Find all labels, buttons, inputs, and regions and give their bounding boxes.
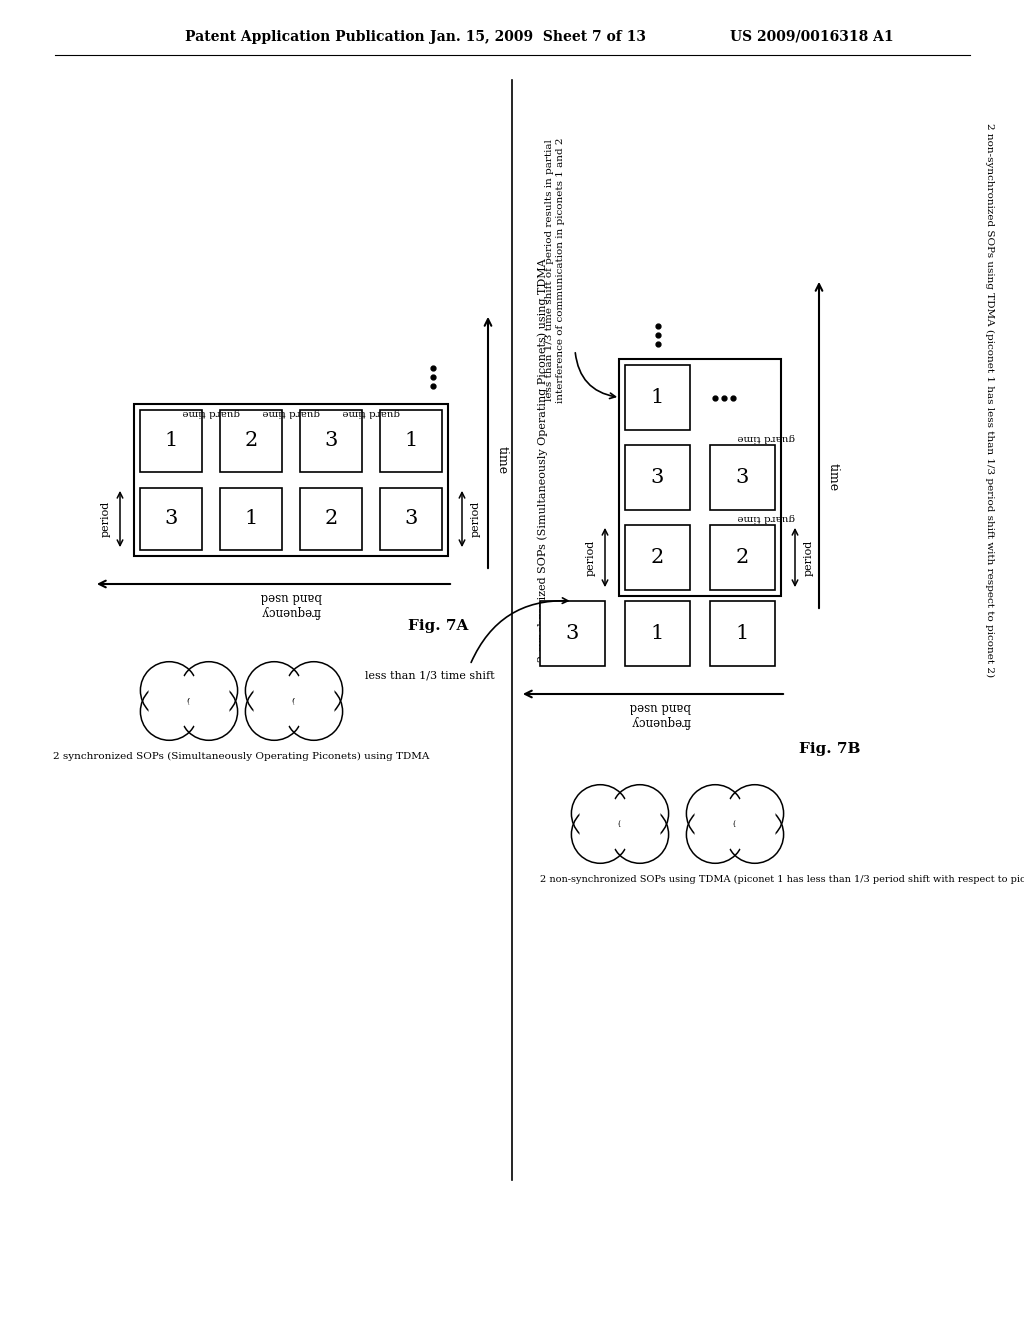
Circle shape (148, 669, 189, 711)
Text: 1: 1 (651, 624, 665, 643)
Bar (300, 488, 362, 550)
Text: less than 1/3 time shift of period results in partial
interference of communicat: less than 1/3 time shift of period resul… (546, 137, 564, 403)
Circle shape (686, 805, 744, 863)
Circle shape (246, 682, 303, 741)
Circle shape (620, 793, 660, 834)
Bar (300, 411, 362, 473)
Text: 1: 1 (736, 624, 750, 643)
Text: guard time: guard time (182, 408, 240, 417)
Text: period: period (804, 540, 814, 576)
Text: piconet 1: piconet 1 (592, 817, 648, 830)
Bar (380, 488, 442, 550)
Text: US 2009/0016318 A1: US 2009/0016318 A1 (730, 30, 894, 44)
Text: 3: 3 (651, 469, 665, 487)
Text: guard time: guard time (737, 433, 795, 442)
Text: Fig. 7A: Fig. 7A (408, 619, 468, 634)
Bar (625, 525, 690, 590)
Text: 3: 3 (736, 469, 750, 487)
Bar (540, 601, 605, 667)
Circle shape (293, 690, 335, 733)
Circle shape (571, 805, 629, 863)
Circle shape (293, 669, 335, 711)
Circle shape (726, 805, 783, 863)
Text: 2: 2 (651, 548, 665, 568)
Text: 1: 1 (404, 432, 418, 450)
Bar (625, 601, 690, 667)
Text: time: time (826, 463, 840, 491)
Text: time: time (496, 446, 509, 474)
Circle shape (140, 661, 198, 719)
Text: 3: 3 (325, 432, 338, 450)
Circle shape (694, 813, 736, 855)
Text: less than 1/3 time shift: less than 1/3 time shift (366, 671, 495, 680)
Bar (710, 445, 775, 510)
Text: guard time: guard time (262, 408, 319, 417)
Circle shape (611, 805, 669, 863)
Bar (710, 601, 775, 667)
Text: Jan. 15, 2009  Sheet 7 of 13: Jan. 15, 2009 Sheet 7 of 13 (430, 30, 646, 44)
Circle shape (571, 784, 629, 842)
Bar (220, 411, 282, 473)
Circle shape (285, 661, 343, 719)
Circle shape (580, 793, 621, 834)
Circle shape (611, 784, 669, 842)
Bar (710, 525, 775, 590)
Circle shape (254, 669, 295, 711)
Text: guard time: guard time (737, 513, 795, 521)
Text: piconet 2: piconet 2 (266, 694, 322, 708)
Text: 1: 1 (651, 388, 665, 407)
Text: piconet 1: piconet 1 (162, 694, 217, 708)
Bar (618, 359, 781, 597)
Bar (380, 411, 442, 473)
Text: 2: 2 (325, 510, 338, 528)
Circle shape (285, 682, 343, 741)
Text: 2 non-synchronized SOPs using TDMA (piconet 1 has less than 1/3 period shift wit: 2 non-synchronized SOPs using TDMA (pico… (985, 123, 994, 677)
Bar (140, 411, 202, 473)
Circle shape (580, 813, 621, 855)
Bar (220, 488, 282, 550)
Text: 3: 3 (566, 624, 580, 643)
Text: Patent Application Publication: Patent Application Publication (185, 30, 425, 44)
Circle shape (254, 690, 295, 733)
Circle shape (726, 784, 783, 842)
Circle shape (246, 661, 303, 719)
Text: 1: 1 (164, 432, 178, 450)
Text: 2: 2 (245, 432, 258, 450)
Circle shape (180, 682, 238, 741)
Circle shape (140, 682, 198, 741)
Circle shape (180, 661, 238, 719)
Text: 2 synchronized SOPs (Simultaneously Operating Piconets) using TDMA: 2 synchronized SOPs (Simultaneously Oper… (53, 751, 430, 760)
Text: piconet 2: piconet 2 (708, 817, 763, 830)
Bar (140, 488, 202, 550)
Circle shape (686, 784, 744, 842)
Text: 2 synchronized SOPs (Simultaneously Operating Piconets) using TDMA: 2 synchronized SOPs (Simultaneously Oper… (538, 259, 548, 661)
Bar (625, 445, 690, 510)
Text: 2 non-synchronized SOPs using TDMA (piconet 1 has less than 1/3 period shift wit: 2 non-synchronized SOPs using TDMA (pico… (540, 874, 1024, 883)
Text: Fig. 7B: Fig. 7B (800, 742, 861, 756)
Text: period: period (586, 540, 596, 576)
Text: guard time: guard time (342, 408, 399, 417)
Text: frequency
band used: frequency band used (260, 590, 322, 618)
Text: 3: 3 (164, 510, 178, 528)
Text: 1: 1 (245, 510, 258, 528)
Text: 3: 3 (404, 510, 418, 528)
Text: period: period (471, 500, 481, 537)
Text: frequency
band used: frequency band used (630, 700, 691, 729)
Circle shape (148, 690, 189, 733)
Bar (625, 366, 690, 430)
Circle shape (694, 793, 736, 834)
Text: period: period (101, 500, 111, 537)
Circle shape (734, 793, 775, 834)
Circle shape (188, 669, 229, 711)
Circle shape (620, 813, 660, 855)
Circle shape (734, 813, 775, 855)
Text: 2: 2 (736, 548, 750, 568)
Circle shape (188, 690, 229, 733)
Bar (134, 404, 449, 556)
